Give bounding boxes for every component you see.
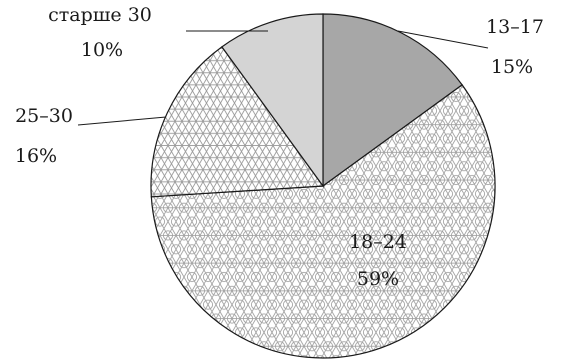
- pie-slice-2: [150, 46, 325, 198]
- pie-slices: [150, 13, 496, 359]
- label-category-13-17: 13–17: [486, 16, 544, 38]
- pie-slice-0: [322, 13, 463, 188]
- pie-slice-3: [221, 13, 324, 188]
- leader-line-25-30: [77, 116, 167, 126]
- label-value-older-30: 10%: [81, 39, 123, 61]
- pie-slice-1: [150, 84, 496, 359]
- label-value-25-30: 16%: [15, 145, 57, 167]
- data-labels: 13–17 15% старше 30 10% 25–30 16% 18–24 …: [15, 4, 544, 290]
- leader-line-13-17: [397, 30, 489, 49]
- label-category-older-30: старше 30: [48, 4, 152, 26]
- label-category-25-30: 25–30: [15, 105, 73, 127]
- label-category-18-24: 18–24: [349, 231, 407, 253]
- label-value-18-24: 59%: [357, 268, 399, 290]
- leader-lines: [77, 30, 489, 126]
- label-value-13-17: 15%: [491, 56, 533, 78]
